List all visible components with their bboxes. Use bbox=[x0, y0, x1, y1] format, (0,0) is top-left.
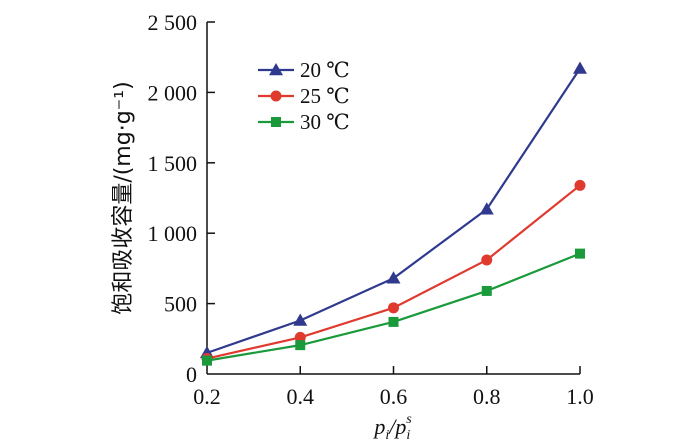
x-tick-label: 0.6 bbox=[380, 384, 408, 409]
legend-label: 30 ℃ bbox=[300, 110, 350, 134]
legend-label: 25 ℃ bbox=[300, 84, 350, 108]
y-ticks: 0 500 1 000 1 500 2 000 2 500 bbox=[148, 10, 215, 387]
y-tick-label: 2 500 bbox=[148, 10, 198, 35]
series-1 bbox=[200, 61, 587, 359]
x-axis-label-p: p bbox=[372, 414, 385, 439]
x-axis-label: pi/pis bbox=[372, 412, 412, 443]
legend-marker bbox=[269, 63, 283, 76]
data-point bbox=[479, 202, 494, 215]
y-tick-label: 2 000 bbox=[148, 80, 198, 105]
legend-marker bbox=[271, 117, 281, 127]
x-tick-label: 0.2 bbox=[193, 384, 221, 409]
data-point bbox=[295, 340, 306, 351]
x-axis-label-sub-i: i bbox=[385, 428, 389, 443]
data-point bbox=[481, 285, 492, 296]
x-tick-label: 0.8 bbox=[473, 384, 501, 409]
legend-item: 25 ℃ bbox=[258, 84, 350, 108]
data-point bbox=[386, 271, 401, 284]
x-tick-label: 1.0 bbox=[566, 384, 594, 409]
legend-item: 20 ℃ bbox=[258, 58, 350, 82]
x-axis-label-sub-i2: i bbox=[406, 428, 410, 443]
data-point bbox=[202, 355, 212, 366]
x-ticks: 0.2 0.4 0.6 0.8 1.0 bbox=[193, 366, 594, 409]
legend-marker bbox=[270, 90, 282, 102]
data-point bbox=[388, 316, 399, 327]
data-point bbox=[573, 61, 587, 74]
data-point bbox=[293, 313, 308, 326]
data-point bbox=[388, 302, 399, 314]
x-tick-label: 0.4 bbox=[287, 384, 315, 409]
y-tick-label: 1 000 bbox=[148, 221, 198, 246]
x-axis-label-slash: /p bbox=[387, 414, 406, 439]
legend-label: 20 ℃ bbox=[300, 58, 350, 82]
y-tick-label: 500 bbox=[164, 292, 197, 317]
y-axis-label: 饱和吸收容量/(mg·g⁻¹) bbox=[111, 81, 136, 314]
y-tick-label: 0 bbox=[186, 362, 197, 387]
data-point bbox=[481, 254, 493, 266]
x-axis-label-sup-s: s bbox=[406, 412, 412, 427]
y-tick-label: 1 500 bbox=[148, 151, 198, 176]
series-3 bbox=[202, 248, 585, 366]
data-point bbox=[575, 248, 585, 259]
legend: 20 ℃25 ℃30 ℃ bbox=[258, 58, 350, 134]
data-point bbox=[574, 179, 586, 191]
legend-item: 30 ℃ bbox=[258, 110, 350, 134]
series-layer bbox=[200, 61, 587, 366]
